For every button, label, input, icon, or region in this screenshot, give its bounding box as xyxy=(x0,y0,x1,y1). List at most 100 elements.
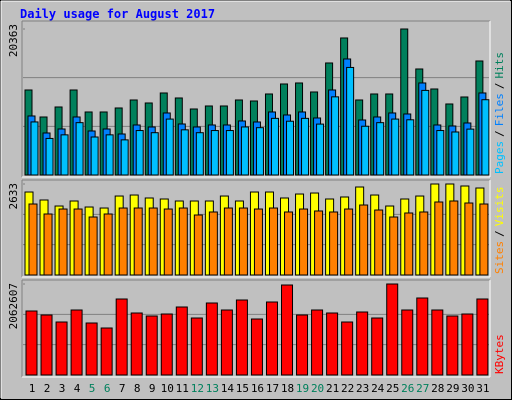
bar xyxy=(150,132,159,176)
bar xyxy=(404,212,414,276)
bar xyxy=(28,203,38,276)
y-tick-label: 2062607 xyxy=(7,283,20,329)
bar xyxy=(296,314,309,376)
bar xyxy=(255,127,264,176)
bar xyxy=(85,322,98,376)
bar xyxy=(175,306,188,376)
x-tick-label: 4 xyxy=(74,382,81,395)
bar xyxy=(165,118,174,176)
x-tick-label: 12 xyxy=(191,382,204,395)
x-tick-label: 31 xyxy=(476,382,489,395)
bar xyxy=(376,122,385,176)
x-tick-label: 14 xyxy=(221,382,235,395)
x-tick-label: 11 xyxy=(176,382,189,395)
bar xyxy=(479,203,489,276)
x-tick-label: 30 xyxy=(461,382,474,395)
legend-entry: Visits xyxy=(493,187,506,227)
bar xyxy=(326,312,339,376)
bar xyxy=(238,207,248,276)
x-tick-label: 18 xyxy=(281,382,294,395)
bar xyxy=(208,211,218,276)
bar xyxy=(25,310,38,376)
bar xyxy=(371,317,384,376)
bar xyxy=(135,130,144,176)
bar xyxy=(250,318,263,376)
bar xyxy=(253,208,263,276)
x-tick-label: 26 xyxy=(401,382,414,395)
bar xyxy=(235,299,248,376)
legend-entry: KBytes xyxy=(493,334,506,374)
bar xyxy=(446,315,459,376)
bar xyxy=(341,321,354,376)
bar xyxy=(311,309,324,376)
x-tick-label: 23 xyxy=(356,382,369,395)
bar xyxy=(103,213,113,276)
x-tick-label: 17 xyxy=(266,382,279,395)
legend: Pages / Files / Hits xyxy=(493,52,506,174)
bar xyxy=(284,211,294,276)
bar xyxy=(195,132,204,176)
bar xyxy=(268,207,278,276)
bar xyxy=(451,131,460,176)
x-tick-label: 29 xyxy=(446,382,459,395)
bar xyxy=(329,211,339,276)
y-tick-label: 2633 xyxy=(7,183,20,210)
bar xyxy=(100,327,113,376)
bar xyxy=(461,313,474,376)
bar xyxy=(193,214,203,276)
x-tick-label: 1 xyxy=(29,382,36,395)
bar xyxy=(70,309,83,376)
x-tick-label: 15 xyxy=(236,382,249,395)
x-tick-label: 9 xyxy=(149,382,156,395)
bar xyxy=(281,284,294,376)
bar xyxy=(401,309,414,376)
bar xyxy=(299,208,309,276)
bar xyxy=(178,207,188,276)
bar xyxy=(301,117,310,176)
x-tick-label: 3 xyxy=(59,382,66,395)
bar xyxy=(464,202,474,276)
bar xyxy=(90,136,99,176)
bar xyxy=(359,204,369,276)
x-tick-label: 24 xyxy=(371,382,385,395)
bar xyxy=(431,309,444,376)
legend-entry: Sites xyxy=(493,241,506,274)
bar xyxy=(130,312,143,376)
y-tick-label: 20363 xyxy=(7,24,20,57)
bar xyxy=(148,207,158,276)
bar xyxy=(190,317,203,376)
bar xyxy=(223,207,233,276)
x-tick-label: 13 xyxy=(206,382,219,395)
x-tick-label: 20 xyxy=(311,382,324,395)
bar xyxy=(386,283,399,376)
bar xyxy=(30,121,39,176)
legend-separator: / xyxy=(493,83,506,90)
x-tick-label: 27 xyxy=(416,382,429,395)
x-tick-label: 2 xyxy=(44,382,51,395)
bar xyxy=(421,89,430,176)
bar xyxy=(55,321,68,376)
x-tick-label: 25 xyxy=(386,382,399,395)
x-tick-label: 22 xyxy=(341,382,354,395)
legend-entry: Hits xyxy=(493,52,506,79)
bar xyxy=(58,208,68,276)
legend: KBytes xyxy=(493,334,506,374)
x-tick-label: 19 xyxy=(296,382,309,395)
bar xyxy=(205,302,218,376)
x-tick-label: 5 xyxy=(89,382,96,395)
bar xyxy=(316,123,325,176)
legend: Sites / Visits xyxy=(493,187,506,275)
bar xyxy=(344,208,354,276)
bar xyxy=(314,210,324,276)
bar xyxy=(75,122,84,176)
x-tick-label: 10 xyxy=(161,382,174,395)
bar xyxy=(286,120,295,176)
bar xyxy=(434,201,444,276)
x-tick-label: 16 xyxy=(251,382,264,395)
bar xyxy=(449,200,459,276)
bar xyxy=(225,130,234,176)
bar xyxy=(476,298,489,376)
bar xyxy=(105,134,114,176)
bar xyxy=(416,297,429,376)
